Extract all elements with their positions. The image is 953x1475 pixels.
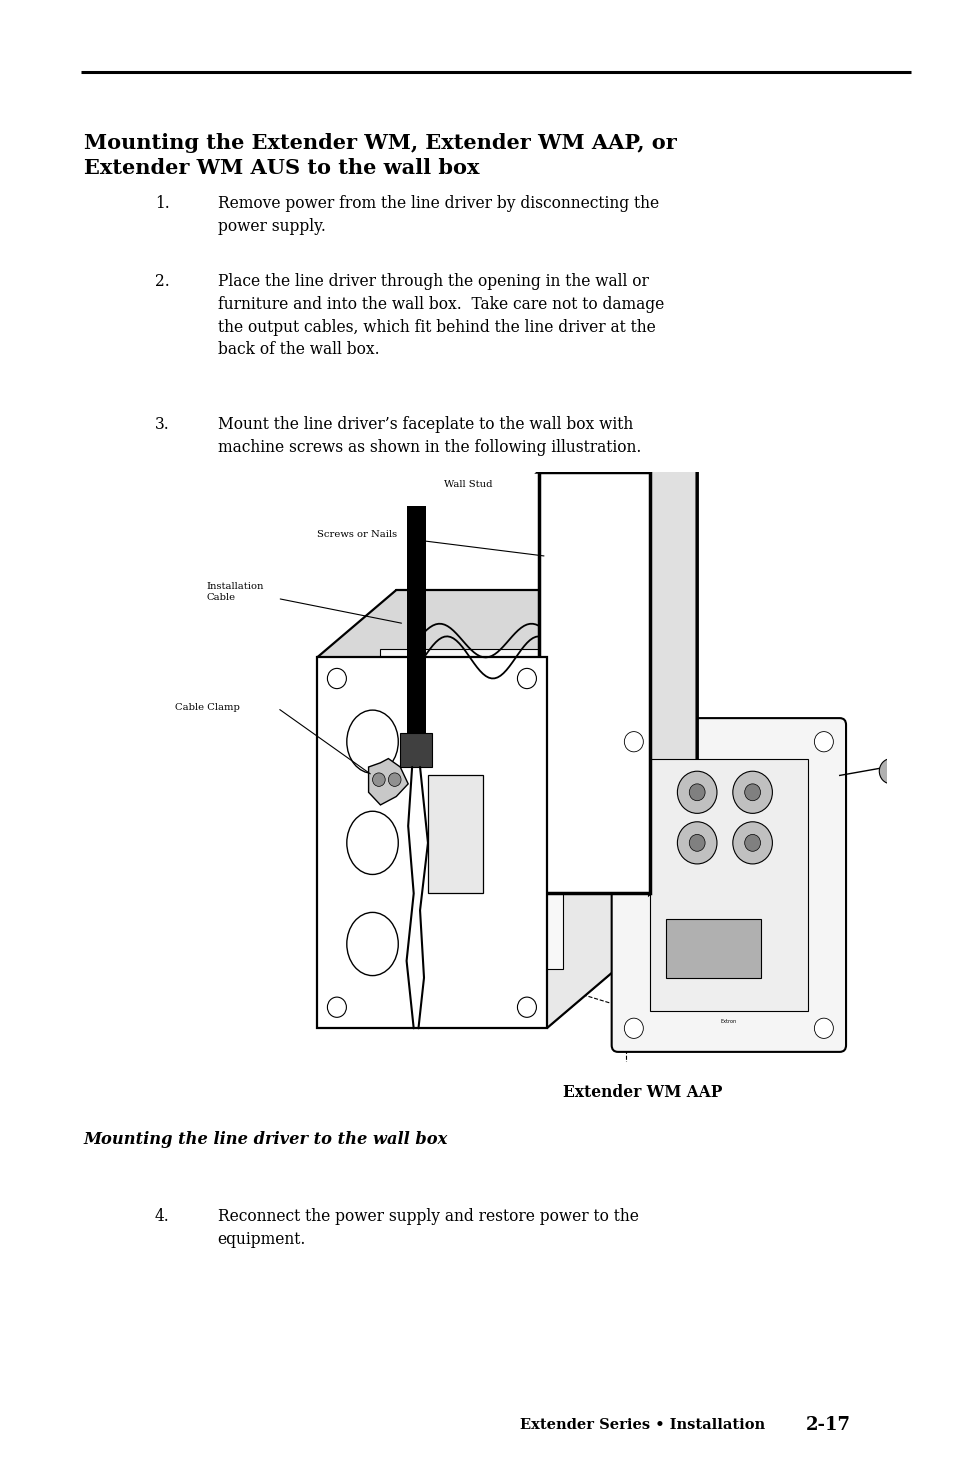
Circle shape [517,668,536,689]
Text: 2.: 2. [155,273,170,291]
Circle shape [732,771,772,813]
Text: 2-17: 2-17 [805,1416,850,1434]
Polygon shape [649,758,807,1012]
Text: Installation
Cable: Installation Cable [206,581,263,602]
Bar [406,506,425,742]
Text: Remove power from the line driver by disconnecting the
power supply.: Remove power from the line driver by dis… [217,195,658,235]
Text: Cable Clamp: Cable Clamp [174,704,239,712]
Polygon shape [649,429,697,894]
Text: 3.: 3. [155,416,170,434]
Polygon shape [368,758,408,805]
Circle shape [517,997,536,1018]
Circle shape [688,783,704,801]
Text: Place the line driver through the opening in the wall or
furniture and into the : Place the line driver through the openin… [217,273,663,358]
Circle shape [688,835,704,851]
Text: Extender WM AAP: Extender WM AAP [562,1084,721,1102]
Polygon shape [428,776,483,894]
Polygon shape [380,649,562,969]
Circle shape [677,771,717,813]
Circle shape [327,997,346,1018]
Circle shape [814,732,833,752]
Circle shape [879,758,902,783]
Circle shape [744,783,760,801]
Text: Reconnect the power supply and restore power to the
equipment.: Reconnect the power supply and restore p… [217,1208,638,1248]
Circle shape [677,822,717,864]
Circle shape [732,822,772,864]
Circle shape [744,835,760,851]
Bar [400,733,432,767]
Text: Mounting the Extender WM, Extender WM AAP, or
Extender WM AUS to the wall box: Mounting the Extender WM, Extender WM AA… [84,133,676,177]
FancyBboxPatch shape [611,718,845,1052]
Text: Mounting the line driver to the wall box: Mounting the line driver to the wall box [84,1131,448,1149]
Circle shape [623,732,642,752]
Text: Mount the line driver’s faceplate to the wall box with
machine screws as shown i: Mount the line driver’s faceplate to the… [217,416,640,456]
Circle shape [372,773,385,786]
Circle shape [623,1018,642,1038]
Circle shape [327,668,346,689]
Text: 1.: 1. [155,195,170,212]
Polygon shape [538,429,697,472]
Text: Screws or Nails: Screws or Nails [316,531,396,540]
Circle shape [814,1018,833,1038]
Text: Extron: Extron [720,1019,736,1024]
Polygon shape [538,472,649,894]
Polygon shape [316,590,625,658]
Polygon shape [316,658,546,1028]
Polygon shape [395,590,625,960]
Text: Wall Stud: Wall Stud [443,479,492,488]
Text: Extender Series • Installation: Extender Series • Installation [519,1417,764,1432]
Polygon shape [546,590,625,1028]
Bar [665,919,760,978]
Text: 4.: 4. [155,1208,170,1226]
Circle shape [388,773,400,786]
